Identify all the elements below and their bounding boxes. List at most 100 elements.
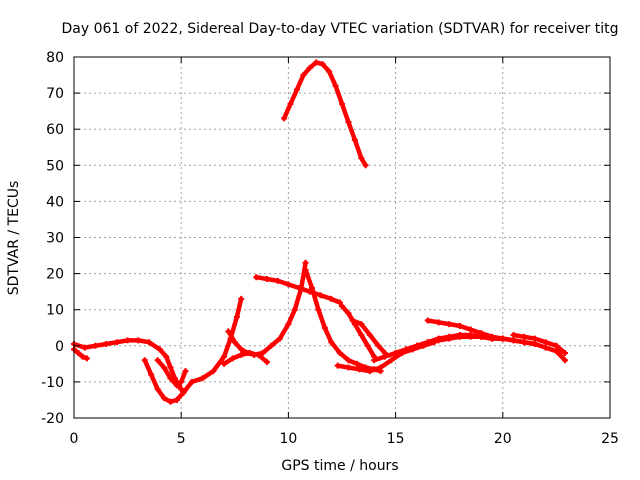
data-point — [103, 340, 110, 347]
data-point — [79, 353, 86, 360]
data-point — [210, 368, 217, 375]
data-point — [124, 337, 131, 344]
data-point — [317, 292, 324, 299]
data-point — [268, 342, 275, 349]
data-point — [328, 295, 335, 302]
data-point — [446, 335, 453, 342]
data-point — [238, 346, 245, 353]
data-point — [229, 355, 236, 362]
chart-title: Day 061 of 2022, Sidereal Day-to-day VTE… — [62, 21, 619, 37]
data-point — [81, 344, 88, 351]
data-point — [467, 326, 474, 333]
data-point — [238, 351, 245, 358]
data-point — [531, 335, 538, 342]
data-point — [326, 68, 333, 75]
data-point — [332, 82, 339, 89]
data-point — [148, 371, 155, 378]
data-point — [83, 355, 90, 362]
data-point — [199, 375, 206, 382]
y-tick-label: 10 — [46, 303, 64, 319]
data-point — [456, 322, 463, 329]
series-arc-10 — [339, 303, 377, 359]
data-point — [375, 342, 382, 349]
y-tick-label: 30 — [46, 231, 64, 247]
grid — [74, 57, 610, 418]
data-point — [246, 350, 253, 357]
data-point — [510, 337, 517, 344]
data-point — [313, 59, 320, 66]
data-point — [339, 303, 345, 310]
data-point — [188, 378, 195, 385]
y-tick-label: 80 — [46, 50, 64, 66]
data-point — [435, 319, 442, 326]
data-point — [146, 339, 153, 346]
data-point — [321, 324, 328, 331]
data-point — [542, 339, 549, 346]
data-point — [221, 360, 228, 367]
data-point — [308, 285, 315, 292]
data-point — [163, 353, 170, 360]
y-axis-title: SDTVAR / TECUs — [6, 181, 22, 296]
data-point — [358, 321, 365, 328]
data-point — [178, 378, 185, 385]
data-point — [499, 335, 506, 342]
data-point — [371, 357, 378, 364]
series-arc-16 — [479, 334, 568, 363]
y-tick-label: -10 — [41, 375, 64, 391]
data-point — [281, 115, 288, 122]
data-point — [287, 100, 294, 107]
data-point — [302, 266, 309, 273]
data-point — [354, 360, 361, 367]
data-point — [161, 395, 168, 402]
x-tick-label: 20 — [494, 431, 512, 447]
data-point — [358, 155, 365, 162]
data-point — [424, 317, 431, 324]
data-point — [135, 337, 142, 344]
data-point — [339, 100, 345, 107]
series-arc-3 — [142, 296, 244, 405]
x-tick-label: 25 — [601, 431, 619, 447]
data-point — [75, 350, 82, 357]
data-point — [178, 386, 185, 393]
y-tick-label: 70 — [46, 86, 64, 102]
data-point — [553, 342, 560, 349]
data-point — [154, 357, 161, 364]
series-arc-7 — [281, 60, 368, 168]
data-point — [173, 396, 180, 403]
data-point — [362, 162, 369, 169]
y-tick-label: 20 — [46, 267, 64, 283]
data-point — [388, 357, 395, 364]
data-point — [167, 364, 174, 371]
x-axis-title: GPS time / hours — [281, 458, 398, 474]
data-point — [351, 137, 358, 144]
data-point — [561, 350, 568, 357]
data-point — [253, 274, 260, 281]
data-point — [274, 277, 281, 284]
data-point — [356, 366, 363, 373]
data-point — [334, 362, 341, 369]
data-point — [478, 333, 485, 340]
data-point — [414, 342, 421, 349]
x-tick-label: 5 — [177, 431, 186, 447]
data-point — [285, 281, 292, 288]
data-point — [293, 86, 300, 93]
x-tick-label: 0 — [70, 431, 79, 447]
y-tick-label: 0 — [55, 339, 64, 355]
x-tick-label: 10 — [279, 431, 297, 447]
data-point — [542, 344, 549, 351]
data-point — [358, 331, 365, 338]
data-point — [345, 364, 352, 371]
data-point — [467, 333, 474, 340]
x-tick-label: 15 — [387, 431, 405, 447]
data-point — [231, 339, 238, 346]
data-point — [92, 342, 99, 349]
data-point — [255, 351, 262, 358]
data-point — [285, 321, 292, 328]
y-tick-label: 50 — [46, 158, 64, 174]
data-point — [336, 350, 343, 357]
series-arc-5 — [226, 260, 308, 358]
data-point — [328, 339, 335, 346]
data-point — [167, 375, 174, 382]
data-point — [276, 335, 283, 342]
data-point — [300, 72, 307, 79]
